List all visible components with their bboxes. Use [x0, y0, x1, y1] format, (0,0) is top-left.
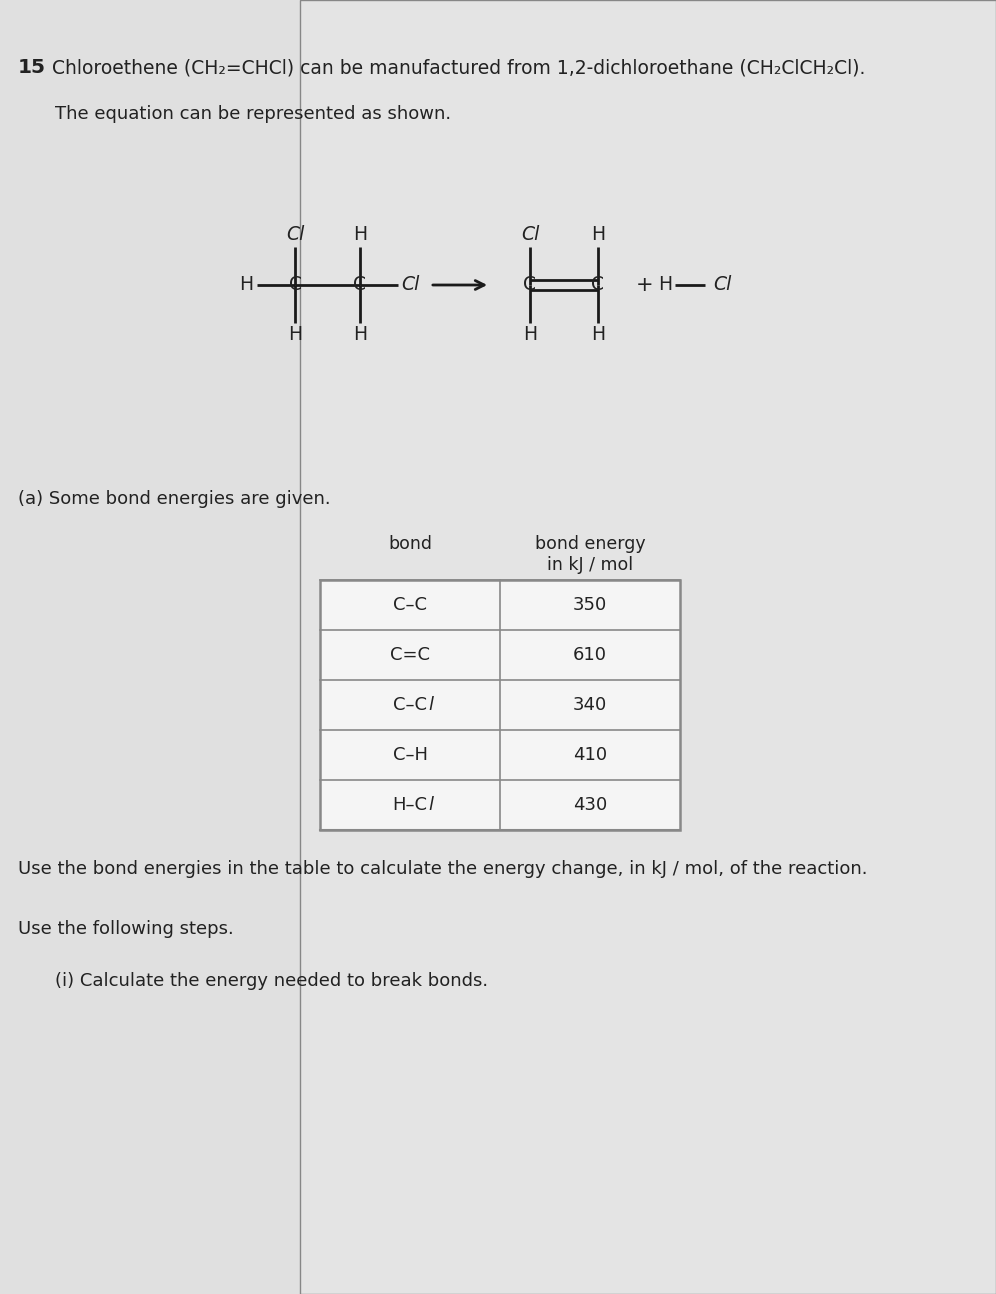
Text: bond: bond [388, 534, 432, 553]
Text: C: C [354, 276, 367, 295]
Text: l: l [428, 796, 433, 814]
Text: 15: 15 [18, 58, 46, 78]
Text: H: H [591, 225, 605, 245]
Text: (a) Some bond energies are given.: (a) Some bond energies are given. [18, 490, 331, 509]
Text: C–C: C–C [393, 696, 427, 714]
Text: C: C [524, 276, 537, 295]
Text: Cl: Cl [713, 276, 731, 295]
Text: (i) Calculate the energy needed to break bonds.: (i) Calculate the energy needed to break… [55, 972, 488, 990]
Text: C: C [592, 276, 605, 295]
Bar [320, 681, 680, 730]
Text: H: H [353, 225, 368, 245]
Text: 350: 350 [573, 597, 608, 613]
Text: H: H [658, 276, 672, 295]
Text: 610: 610 [573, 646, 607, 664]
Text: Cl: Cl [400, 276, 419, 295]
Text: H: H [288, 326, 302, 344]
Text: Cl: Cl [286, 225, 304, 245]
Bar [320, 730, 680, 780]
Text: +: + [636, 276, 653, 295]
Text: H–C: H–C [392, 796, 427, 814]
Text: 340: 340 [573, 696, 608, 714]
Text: H: H [239, 276, 253, 295]
Text: The equation can be represented as shown.: The equation can be represented as shown… [55, 105, 451, 123]
Text: H: H [591, 326, 605, 344]
Bar [320, 580, 680, 630]
Text: Cl: Cl [521, 225, 539, 245]
Text: C=C: C=C [390, 646, 430, 664]
Text: 410: 410 [573, 747, 608, 763]
Text: Use the following steps.: Use the following steps. [18, 920, 234, 938]
Text: 430: 430 [573, 796, 608, 814]
Text: Use the bond energies in the table to calculate the energy change, in kJ / mol, : Use the bond energies in the table to ca… [18, 861, 868, 879]
Bar [320, 630, 680, 681]
Text: H: H [353, 326, 368, 344]
Text: l: l [428, 696, 433, 714]
Text: C–C: C–C [393, 597, 427, 613]
FancyBboxPatch shape [300, 0, 996, 1294]
Bar [320, 780, 680, 829]
Text: C–H: C–H [392, 747, 427, 763]
Text: Chloroethene (CH₂=CHCl) can be manufactured from 1,2-dichloroethane (CH₂ClCH₂Cl): Chloroethene (CH₂=CHCl) can be manufactu… [46, 58, 866, 78]
Bar [320, 580, 680, 829]
Text: H: H [523, 326, 537, 344]
Text: bond energy
in kJ / mol: bond energy in kJ / mol [535, 534, 645, 573]
Text: C: C [289, 276, 302, 295]
